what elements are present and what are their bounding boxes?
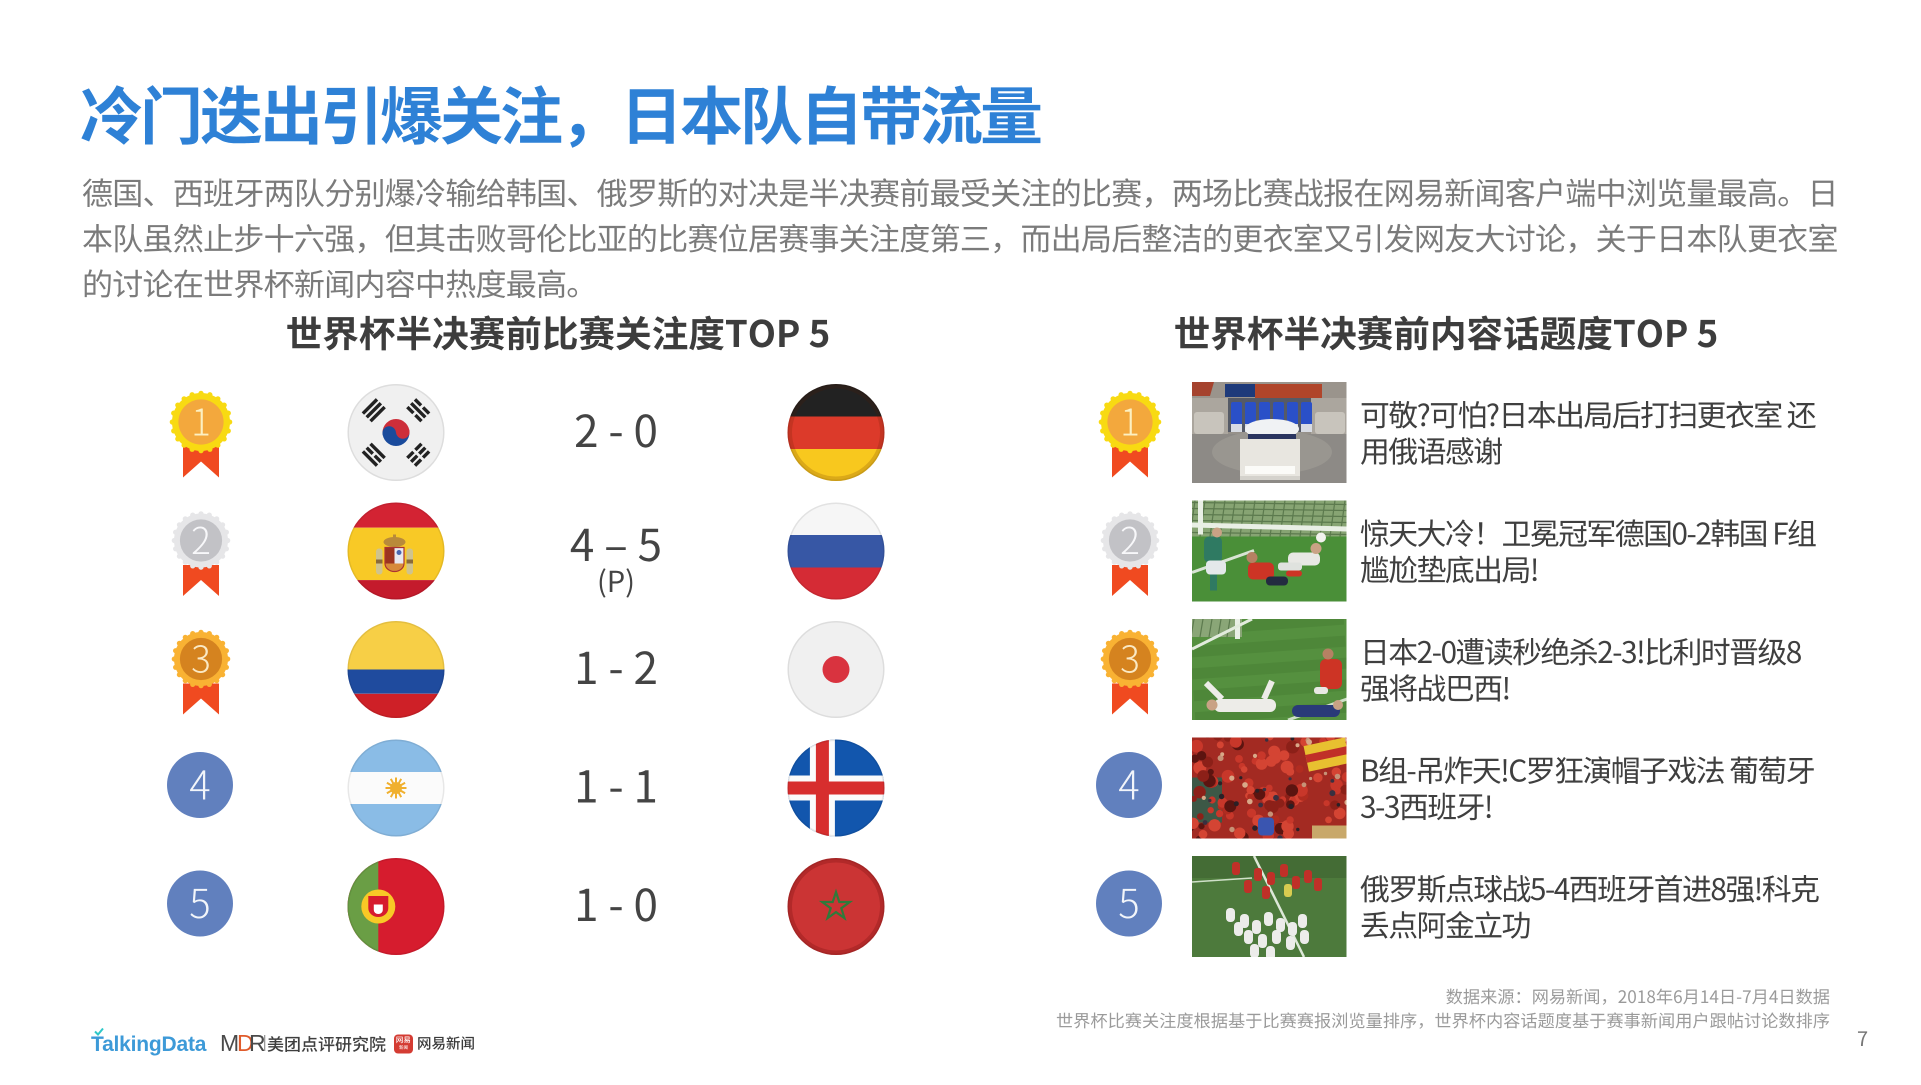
svg-text:D: D [237, 1030, 254, 1056]
svg-text:TalkingData: TalkingData [91, 1033, 207, 1056]
svg-text:M: M [220, 1030, 239, 1056]
svg-text:R: R [249, 1030, 266, 1056]
